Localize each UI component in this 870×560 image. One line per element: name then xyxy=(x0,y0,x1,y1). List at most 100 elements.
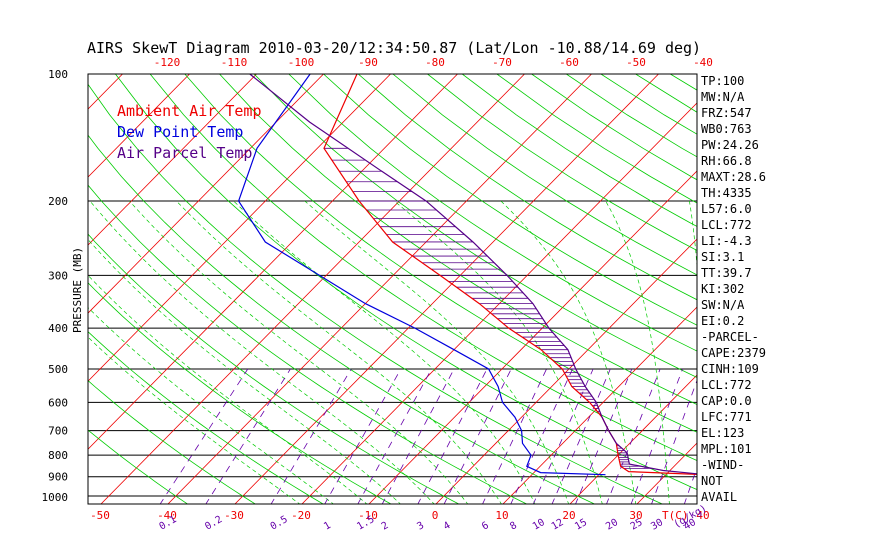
dry-adiabat-line xyxy=(253,74,697,378)
isotherm-line xyxy=(88,74,190,178)
moist-adiabat-line xyxy=(304,200,570,504)
profile-line xyxy=(323,74,697,475)
pressure-tick-label: 700 xyxy=(48,425,68,438)
index-entry: NOT xyxy=(701,474,723,488)
index-entry: LFC:771 xyxy=(701,410,752,424)
dry-adiabat-line xyxy=(88,429,189,504)
mixing-ratio-line xyxy=(532,368,594,504)
mixing-ratio-tick: 0.2 xyxy=(203,514,224,533)
series-dew-point-temp xyxy=(237,74,606,476)
mixing-ratio-tick: 40 xyxy=(682,517,698,533)
dry-adiabat-line xyxy=(844,74,870,505)
isotherm-line xyxy=(88,74,123,110)
isotherm-line xyxy=(100,74,525,504)
mixing-ratio-line xyxy=(205,368,291,504)
isotherm-line xyxy=(88,74,391,382)
index-entry: PW:24.26 xyxy=(701,138,759,152)
mixing-ratio-tick: 6 xyxy=(480,520,491,533)
temp-tick-top: -80 xyxy=(425,56,445,69)
temp-tick-bottom: 0 xyxy=(432,509,439,522)
pressure-tick-label: 600 xyxy=(48,396,68,409)
index-entry: LCL:772 xyxy=(701,218,752,232)
mixing-ratio-tick: 20 xyxy=(604,517,620,533)
index-entry: AVAIL xyxy=(701,490,737,504)
isotherm-line xyxy=(88,74,324,314)
dry-adiabat-line xyxy=(149,74,697,461)
legend-entry: Ambient Air Temp xyxy=(117,102,262,120)
dry-adiabat-line xyxy=(323,74,697,326)
temp-tick-bottom: -10 xyxy=(358,509,378,522)
legend-entry: Dew Point Temp xyxy=(117,123,243,141)
profile-line xyxy=(237,74,606,476)
mixing-ratio-line xyxy=(159,368,249,504)
isotherm-line xyxy=(770,74,870,505)
mixing-ratio-line xyxy=(651,379,697,504)
mixing-ratio-tick: 4 xyxy=(442,520,453,533)
plot-frame xyxy=(87,73,698,505)
index-entry: RH:66.8 xyxy=(701,154,752,168)
mixing-ratio-line xyxy=(417,368,488,504)
temp-tick-bottom: 30 xyxy=(629,509,642,522)
dry-adiabat-line xyxy=(288,74,697,352)
mixing-ratio-tick: 15 xyxy=(573,517,589,533)
pressure-tick-label: 1000 xyxy=(42,491,69,504)
index-entry: TP:100 xyxy=(701,74,744,88)
index-entry: CINH:109 xyxy=(701,362,759,376)
moist-adiabat-line xyxy=(89,200,435,504)
dry-adiabat-line xyxy=(219,74,697,405)
mixing-ratio-tick: 25 xyxy=(629,517,645,533)
moist-adiabat-line xyxy=(233,200,536,504)
index-entry: SI:3.1 xyxy=(701,250,744,264)
index-entry: -WIND- xyxy=(701,458,744,472)
mixing-ratio-line xyxy=(575,368,633,504)
legend-entry: Air Parcel Temp xyxy=(117,144,252,162)
mixing-ratio-line xyxy=(482,368,547,504)
temp-tick-bottom: -40 xyxy=(157,509,177,522)
mixing-ratio-tick: 12 xyxy=(550,517,566,533)
index-entry: LI:-4.3 xyxy=(701,234,752,248)
dry-adiabat-line xyxy=(88,380,257,504)
dry-adiabat-line xyxy=(88,331,324,504)
temp-tick-top: -100 xyxy=(288,56,315,69)
index-entry: -PARCEL- xyxy=(701,330,759,344)
index-entry: MW:N/A xyxy=(701,90,745,104)
index-entry: L57:6.0 xyxy=(701,202,752,216)
isotherm-line xyxy=(0,74,56,505)
dry-adiabat-line xyxy=(88,282,392,504)
dry-adiabat-line xyxy=(774,74,870,505)
temp-tick-bottom: 20 xyxy=(562,509,575,522)
y-axis-label: PRESSURE (MB) xyxy=(71,247,84,333)
isotherm-line xyxy=(502,306,697,504)
mixing-ratio-line xyxy=(324,368,402,504)
isotherm-line xyxy=(88,74,458,450)
isotherm-line xyxy=(301,102,697,504)
index-entry: CAP:0.0 xyxy=(701,394,752,408)
isotherm-line xyxy=(569,374,697,504)
isotherm-line xyxy=(88,74,257,246)
moist-adiabat-line xyxy=(176,200,502,504)
temp-tick-top: -110 xyxy=(221,56,248,69)
chart-title: AIRS SkewT Diagram 2010-03-20/12:34:50.8… xyxy=(87,39,701,57)
moist-adiabat-line xyxy=(88,306,334,504)
dry-adiabat-line xyxy=(809,74,870,505)
index-entry: MAXT:28.6 xyxy=(701,170,766,184)
isotherm-line xyxy=(435,238,697,504)
dry-adiabat-line xyxy=(392,74,697,276)
temp-tick-top: -50 xyxy=(626,56,646,69)
mixing-ratio-line xyxy=(551,368,611,504)
isotherm-line xyxy=(837,74,870,505)
isotherm-line xyxy=(234,74,659,504)
temp-tick-top: -40 xyxy=(693,56,713,69)
index-entry: TT:39.7 xyxy=(701,266,752,280)
temp-axis-label: T(C) xyxy=(662,509,689,522)
pressure-tick-label: 900 xyxy=(48,471,68,484)
index-entry: WB0:763 xyxy=(701,122,752,136)
mixing-ratio-line xyxy=(630,368,683,504)
temp-tick-bottom: 40 xyxy=(696,509,709,522)
index-entry: LCL:772 xyxy=(701,378,752,392)
mixing-ratio-tick: 2 xyxy=(380,520,391,533)
index-entry: KI:302 xyxy=(701,282,744,296)
temp-tick-top: -90 xyxy=(358,56,378,69)
moist-adiabat-line xyxy=(129,200,469,504)
